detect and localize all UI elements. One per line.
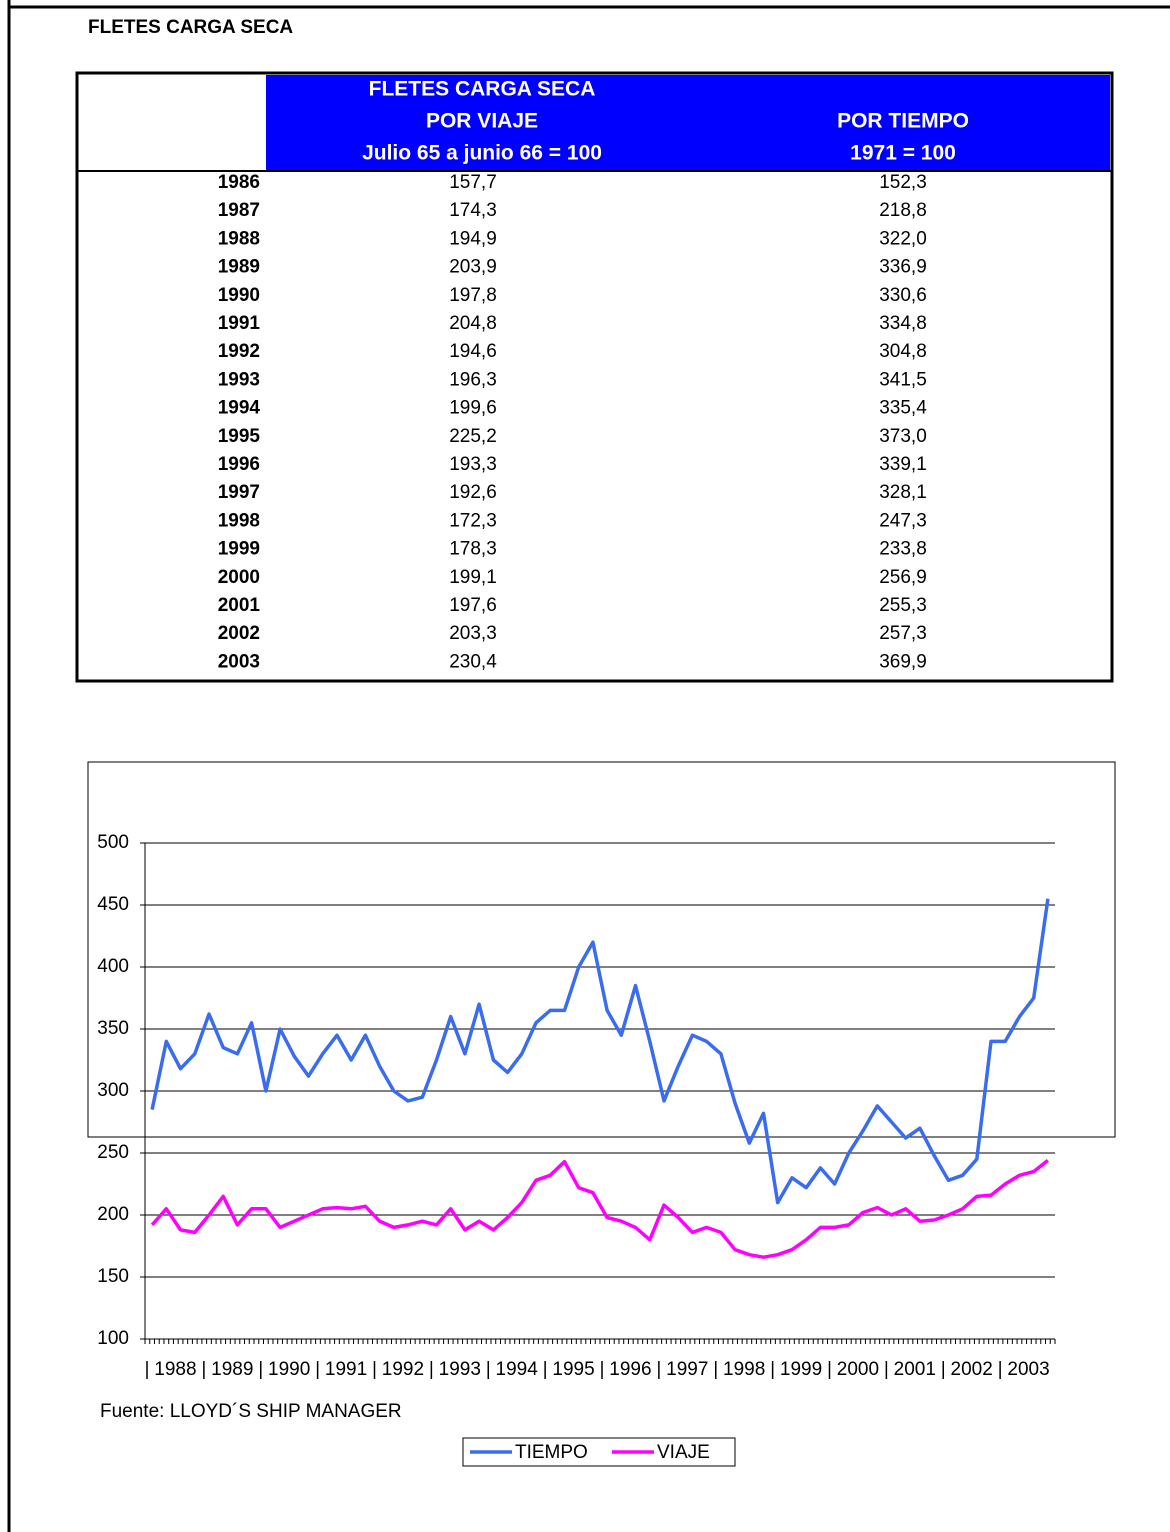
- row-year: 1997: [218, 482, 260, 503]
- x-tick-label: 2002: [951, 1359, 993, 1380]
- cell: 373,0: [879, 426, 927, 447]
- y-tick-label: 450: [97, 894, 129, 915]
- cell: 341,5: [879, 369, 927, 390]
- cell: 174,3: [449, 200, 497, 221]
- row-year: 1993: [218, 369, 260, 390]
- column-header: 1971 = 100: [850, 142, 956, 165]
- row-year: 2001: [218, 595, 261, 616]
- x-tick-label: 1991: [325, 1359, 367, 1380]
- cell: 199,6: [449, 398, 497, 419]
- cell: 178,3: [449, 539, 497, 560]
- table-frame: [75, 71, 1114, 683]
- cell: 247,3: [879, 510, 927, 531]
- row-year: 1986: [218, 172, 260, 193]
- x-tick-label: 2000: [837, 1359, 879, 1380]
- column-header: POR VIAJE: [426, 110, 538, 133]
- row-year: 1994: [218, 398, 261, 419]
- cell: 336,9: [879, 257, 927, 278]
- y-tick-label: 100: [97, 1328, 129, 1349]
- cell: 335,4: [879, 398, 927, 419]
- x-tick-label: 1996: [609, 1359, 651, 1380]
- row-year: 2003: [218, 651, 260, 672]
- x-tick-label: 1995: [552, 1359, 594, 1380]
- cell: 196,3: [449, 369, 497, 390]
- y-tick-label: 500: [97, 832, 129, 853]
- cell: 330,6: [879, 285, 927, 306]
- y-tick-label: 400: [97, 956, 129, 977]
- table: FLETES CARGA SECA POR VIAJE Julio 65 a jun…: [218, 78, 969, 673]
- cell: 194,6: [449, 341, 497, 362]
- cell: 369,9: [879, 651, 927, 672]
- x-tick-label: 1989: [211, 1359, 253, 1380]
- row-year: 1999: [218, 539, 260, 560]
- cell: 256,9: [879, 567, 927, 588]
- y-tick-label: 200: [97, 1204, 129, 1225]
- x-tick-label: 1993: [439, 1359, 481, 1380]
- row-year: 1988: [218, 228, 260, 249]
- row-year: 2000: [218, 567, 260, 588]
- cell: 193,3: [449, 454, 497, 475]
- row-year: 1989: [218, 257, 260, 278]
- row-year: 1987: [218, 200, 260, 221]
- cell: 322,0: [879, 228, 927, 249]
- cell: 334,8: [879, 313, 927, 334]
- cell: 197,8: [449, 285, 497, 306]
- chart: 100 150 200 250 300 350 400 450 500 1988 1989 1990 1…: [97, 832, 1056, 1467]
- column-header: FLETES CARGA SECA: [369, 78, 596, 101]
- legend-label: VIAJE: [657, 1442, 710, 1463]
- row-year: 1998: [218, 510, 260, 531]
- x-tick-label: 1997: [666, 1359, 708, 1380]
- cell: 203,3: [449, 623, 497, 644]
- column-header: Julio 65 a junio 66 = 100: [362, 142, 602, 165]
- cell: 328,1: [879, 482, 927, 503]
- source-note: Fuente: LLOYD´S SHIP MANAGER: [100, 1401, 402, 1422]
- row-year: 1992: [218, 341, 260, 362]
- cell: 152,3: [879, 172, 927, 193]
- legend-label: TIEMPO: [515, 1442, 588, 1463]
- y-tick-label: 250: [97, 1142, 129, 1163]
- chart-frame: [87, 761, 1116, 1138]
- cell: 230,4: [449, 651, 497, 672]
- cell: 194,9: [449, 228, 497, 249]
- row-year: 1990: [218, 285, 260, 306]
- cell: 157,7: [449, 172, 497, 193]
- x-tick-label: 2001: [894, 1359, 936, 1380]
- row-year: 1996: [218, 454, 260, 475]
- x-tick-label: 1990: [268, 1359, 310, 1380]
- cell: 304,8: [879, 341, 927, 362]
- cell: 203,9: [449, 257, 497, 278]
- row-year: 1991: [218, 313, 261, 334]
- page-title: FLETES CARGA SECA: [88, 17, 293, 38]
- column-header: POR TIEMPO: [837, 110, 969, 133]
- cell: 199,1: [449, 567, 497, 588]
- cell: 172,3: [449, 510, 497, 531]
- cell: 255,3: [879, 595, 927, 616]
- cell: 339,1: [879, 454, 927, 475]
- series-line: [150, 1159, 1049, 1259]
- cell: 233,8: [879, 539, 927, 560]
- cell: 197,6: [449, 595, 497, 616]
- x-tick-label: 1992: [382, 1359, 424, 1380]
- row-year: 2002: [218, 623, 260, 644]
- y-tick-label: 350: [97, 1018, 129, 1039]
- x-tick-label: 1998: [723, 1359, 765, 1380]
- cell: 192,6: [449, 482, 497, 503]
- x-tick-label: 1988: [154, 1359, 196, 1380]
- cell: 257,3: [879, 623, 927, 644]
- x-tick-label: 1994: [496, 1359, 539, 1380]
- table-header-bg: [266, 75, 1110, 170]
- series-line: [150, 898, 1050, 1205]
- y-tick-label: 150: [97, 1266, 129, 1287]
- y-tick-label: 300: [97, 1080, 129, 1101]
- row-year: 1995: [218, 426, 261, 447]
- cell: 218,8: [879, 200, 927, 221]
- cell: 225,2: [449, 426, 497, 447]
- x-tick-label: 2003: [1007, 1359, 1049, 1380]
- x-tick-label: 1999: [780, 1359, 822, 1380]
- cell: 204,8: [449, 313, 497, 334]
